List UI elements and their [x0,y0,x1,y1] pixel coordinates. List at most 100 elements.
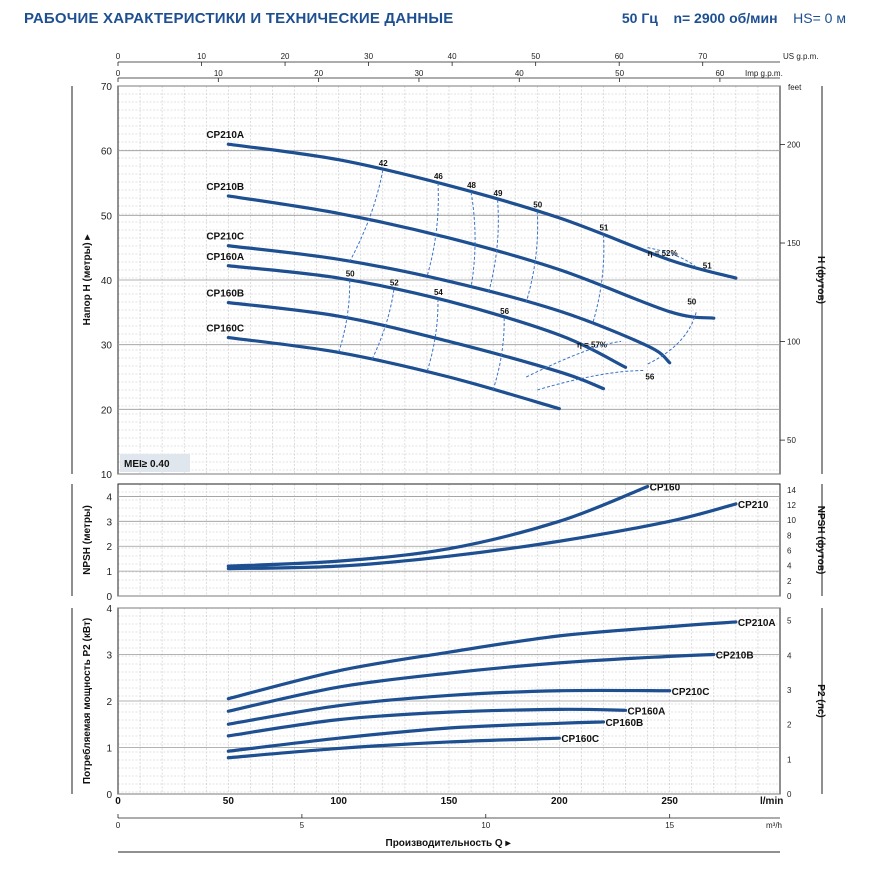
efficiency-label-160: 56 [500,307,509,316]
us-gpm-tick-label: 30 [364,52,373,61]
curve-power-cp210b [226,652,716,713]
curve-label-power-cp160a: CP160A [628,706,666,717]
power-y-tick-label: 3 [106,651,112,662]
npsh-right-tick-label: 10 [787,516,796,525]
curve-label-power-cp210a: CP210A [738,618,776,629]
power-y-tick-label: 2 [106,697,112,708]
power-y-tick-label: 1 [106,744,112,755]
npsh-right-axis-label: NPSH (футов) [815,506,827,575]
us-gpm-tick-label: 50 [531,52,540,61]
efficiency-line [349,169,384,262]
npsh-y-tick-label: 1 [106,567,112,578]
speed-label: n= 2900 об/мин [673,10,778,26]
npsh-right-tick-label: 2 [787,577,792,586]
curve-head-cp210a [226,142,738,280]
head-y-tick-label: 60 [101,147,113,158]
npsh-y-tick-label: 2 [106,542,112,553]
curve-power-cp160b [226,720,606,753]
power-y-axis-label: Потребляемая мощность P2 (кВт) [81,618,93,784]
head-right-tick-label: 150 [787,239,801,248]
mei-box [120,454,190,472]
curve-head-cp210c [226,244,672,365]
efficiency-line [371,289,395,361]
curve-label-npsh-cp210: CP210 [738,500,769,511]
imp-gpm-tick-label: 50 [615,69,624,78]
imp-gpm-tick-label: 0 [116,69,121,78]
curve-power-cp160a [226,707,628,738]
us-gpm-tick-label: 0 [116,52,121,61]
curve-label-npsh-cp160: CP160 [650,482,681,493]
x-tick-label: 150 [441,796,458,807]
npsh-right-tick-label: 6 [787,546,792,555]
head-right-tick-label: 200 [787,140,801,149]
hs-label: HS= 0 м [793,10,846,26]
efficiency-label-160: 52 [390,279,399,288]
curve-power-cp210a [226,620,738,701]
imp-gpm-tick-label: 40 [515,69,524,78]
header-params: 50 Гц n= 2900 об/мин HS= 0 м [622,10,846,26]
head-right-unit: feet [788,83,802,92]
power-right-tick-label: 0 [787,790,792,799]
us-gpm-tick-label: 60 [615,52,624,61]
efficiency-line [647,247,697,268]
curve-head-cp160c [226,335,561,411]
x-tick-label: 100 [330,796,347,807]
efficiency-line [488,199,499,293]
npsh-y-tick-label: 4 [106,492,112,503]
x-tick-label: 50 [223,796,235,807]
curve-power-cp160c [226,736,561,760]
power-right-tick-label: 2 [787,721,792,730]
head-y-axis-label: Напор H (метры) ▸ [82,234,93,326]
imp-gpm-tick-label: 30 [414,69,423,78]
head-y-tick-label: 30 [101,341,113,352]
curve-label-head-cp160a: CP160A [206,252,244,263]
curve-label-head-cp210c: CP210C [206,232,244,243]
curve-npsh-cp160 [226,484,650,568]
x-tick-label: 0 [115,796,121,807]
npsh-right-tick-label: 0 [787,592,792,601]
curve-label-head-cp210b: CP210B [206,182,244,193]
head-y-tick-label: 50 [101,211,113,222]
efficiency-line [426,299,439,373]
imp-gpm-tick-label: 20 [314,69,323,78]
curve-label-head-cp210a: CP210A [206,130,244,141]
curve-label-head-cp160b: CP160B [206,289,244,300]
power-right-axis-label: P2 (лс) [815,684,826,717]
efficiency-line [647,312,697,365]
head-right-axis-label: H (футов) [815,256,827,304]
us-gpm-unit: US g.p.m. [783,52,819,61]
efficiency-label-210: 51 [599,224,608,233]
m3h-tick-label: 15 [665,821,674,830]
power-right-tick-label: 1 [787,755,792,764]
efficiency-label-160: 54 [434,288,443,297]
curve-head-cp210b [226,194,716,320]
curve-label-power-cp210c: CP210C [672,687,710,698]
curve-head-cp160b [226,301,606,391]
us-gpm-tick-label: 70 [698,52,707,61]
head-right-tick-label: 50 [787,436,796,445]
curve-label-power-cp160c: CP160C [561,734,599,745]
efficiency-label-210: 51 [703,261,712,270]
npsh-right-tick-label: 8 [787,531,792,540]
npsh-right-tick-label: 14 [787,486,796,495]
curve-label-power-cp210b: CP210B [716,651,754,662]
mei-label: MEI≥ 0.40 [124,459,170,470]
us-gpm-tick-label: 40 [448,52,457,61]
m3h-tick-label: 5 [300,821,305,830]
m3h-tick-label: 0 [116,821,121,830]
efficiency-label-210: 46 [434,172,443,181]
imp-gpm-unit: Imp g.p.m. [745,69,783,78]
curve-npsh-cp210 [226,502,738,571]
frequency-label: 50 Гц [621,10,658,26]
efficiency-label-210: 42 [379,159,388,168]
page-title: РАБОЧИЕ ХАРАКТЕРИСТИКИ И ТЕХНИЧЕСКИЕ ДАН… [24,10,454,27]
npsh-right-tick-label: 4 [787,562,792,571]
efficiency-line [537,370,644,391]
head-y-tick-label: 40 [101,276,113,287]
power-y-tick-label: 4 [106,604,112,615]
x-tick-label: 250 [661,796,678,807]
efficiency-label-210: 49 [494,189,503,198]
efficiency-label-210: 48 [467,181,476,190]
m3h-tick-label: 10 [481,821,490,830]
